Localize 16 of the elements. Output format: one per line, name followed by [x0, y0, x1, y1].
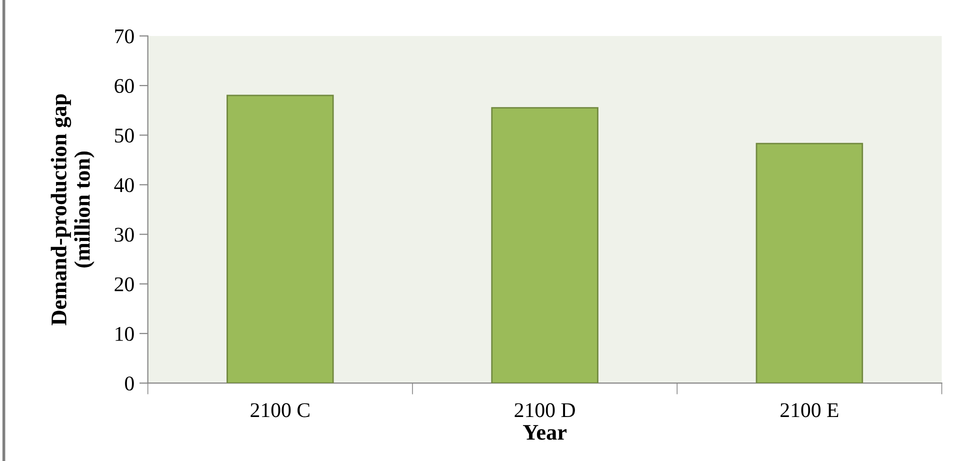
y-axis-title: Demand-production gap (million ton) [50, 94, 94, 326]
x-tick-label: 2100 D [514, 403, 575, 418]
y-tick-label: 50 [115, 128, 134, 143]
bar [756, 142, 864, 384]
y-tick-label: 40 [114, 178, 134, 192]
bar [491, 107, 598, 384]
y-tick-label: 20 [114, 277, 134, 292]
y-tick-label: 30 [114, 228, 134, 242]
y-tick-label: 0 [125, 376, 134, 391]
y-tick-label: 60 [114, 78, 134, 93]
x-tick-label: 2100 C [250, 403, 310, 418]
x-axis-title: Year [522, 425, 567, 440]
bar [226, 94, 334, 384]
y-tick-label: 70 [115, 29, 134, 44]
y-tick-label: 10 [116, 326, 134, 341]
x-tick-label: 2100 E [780, 403, 838, 418]
